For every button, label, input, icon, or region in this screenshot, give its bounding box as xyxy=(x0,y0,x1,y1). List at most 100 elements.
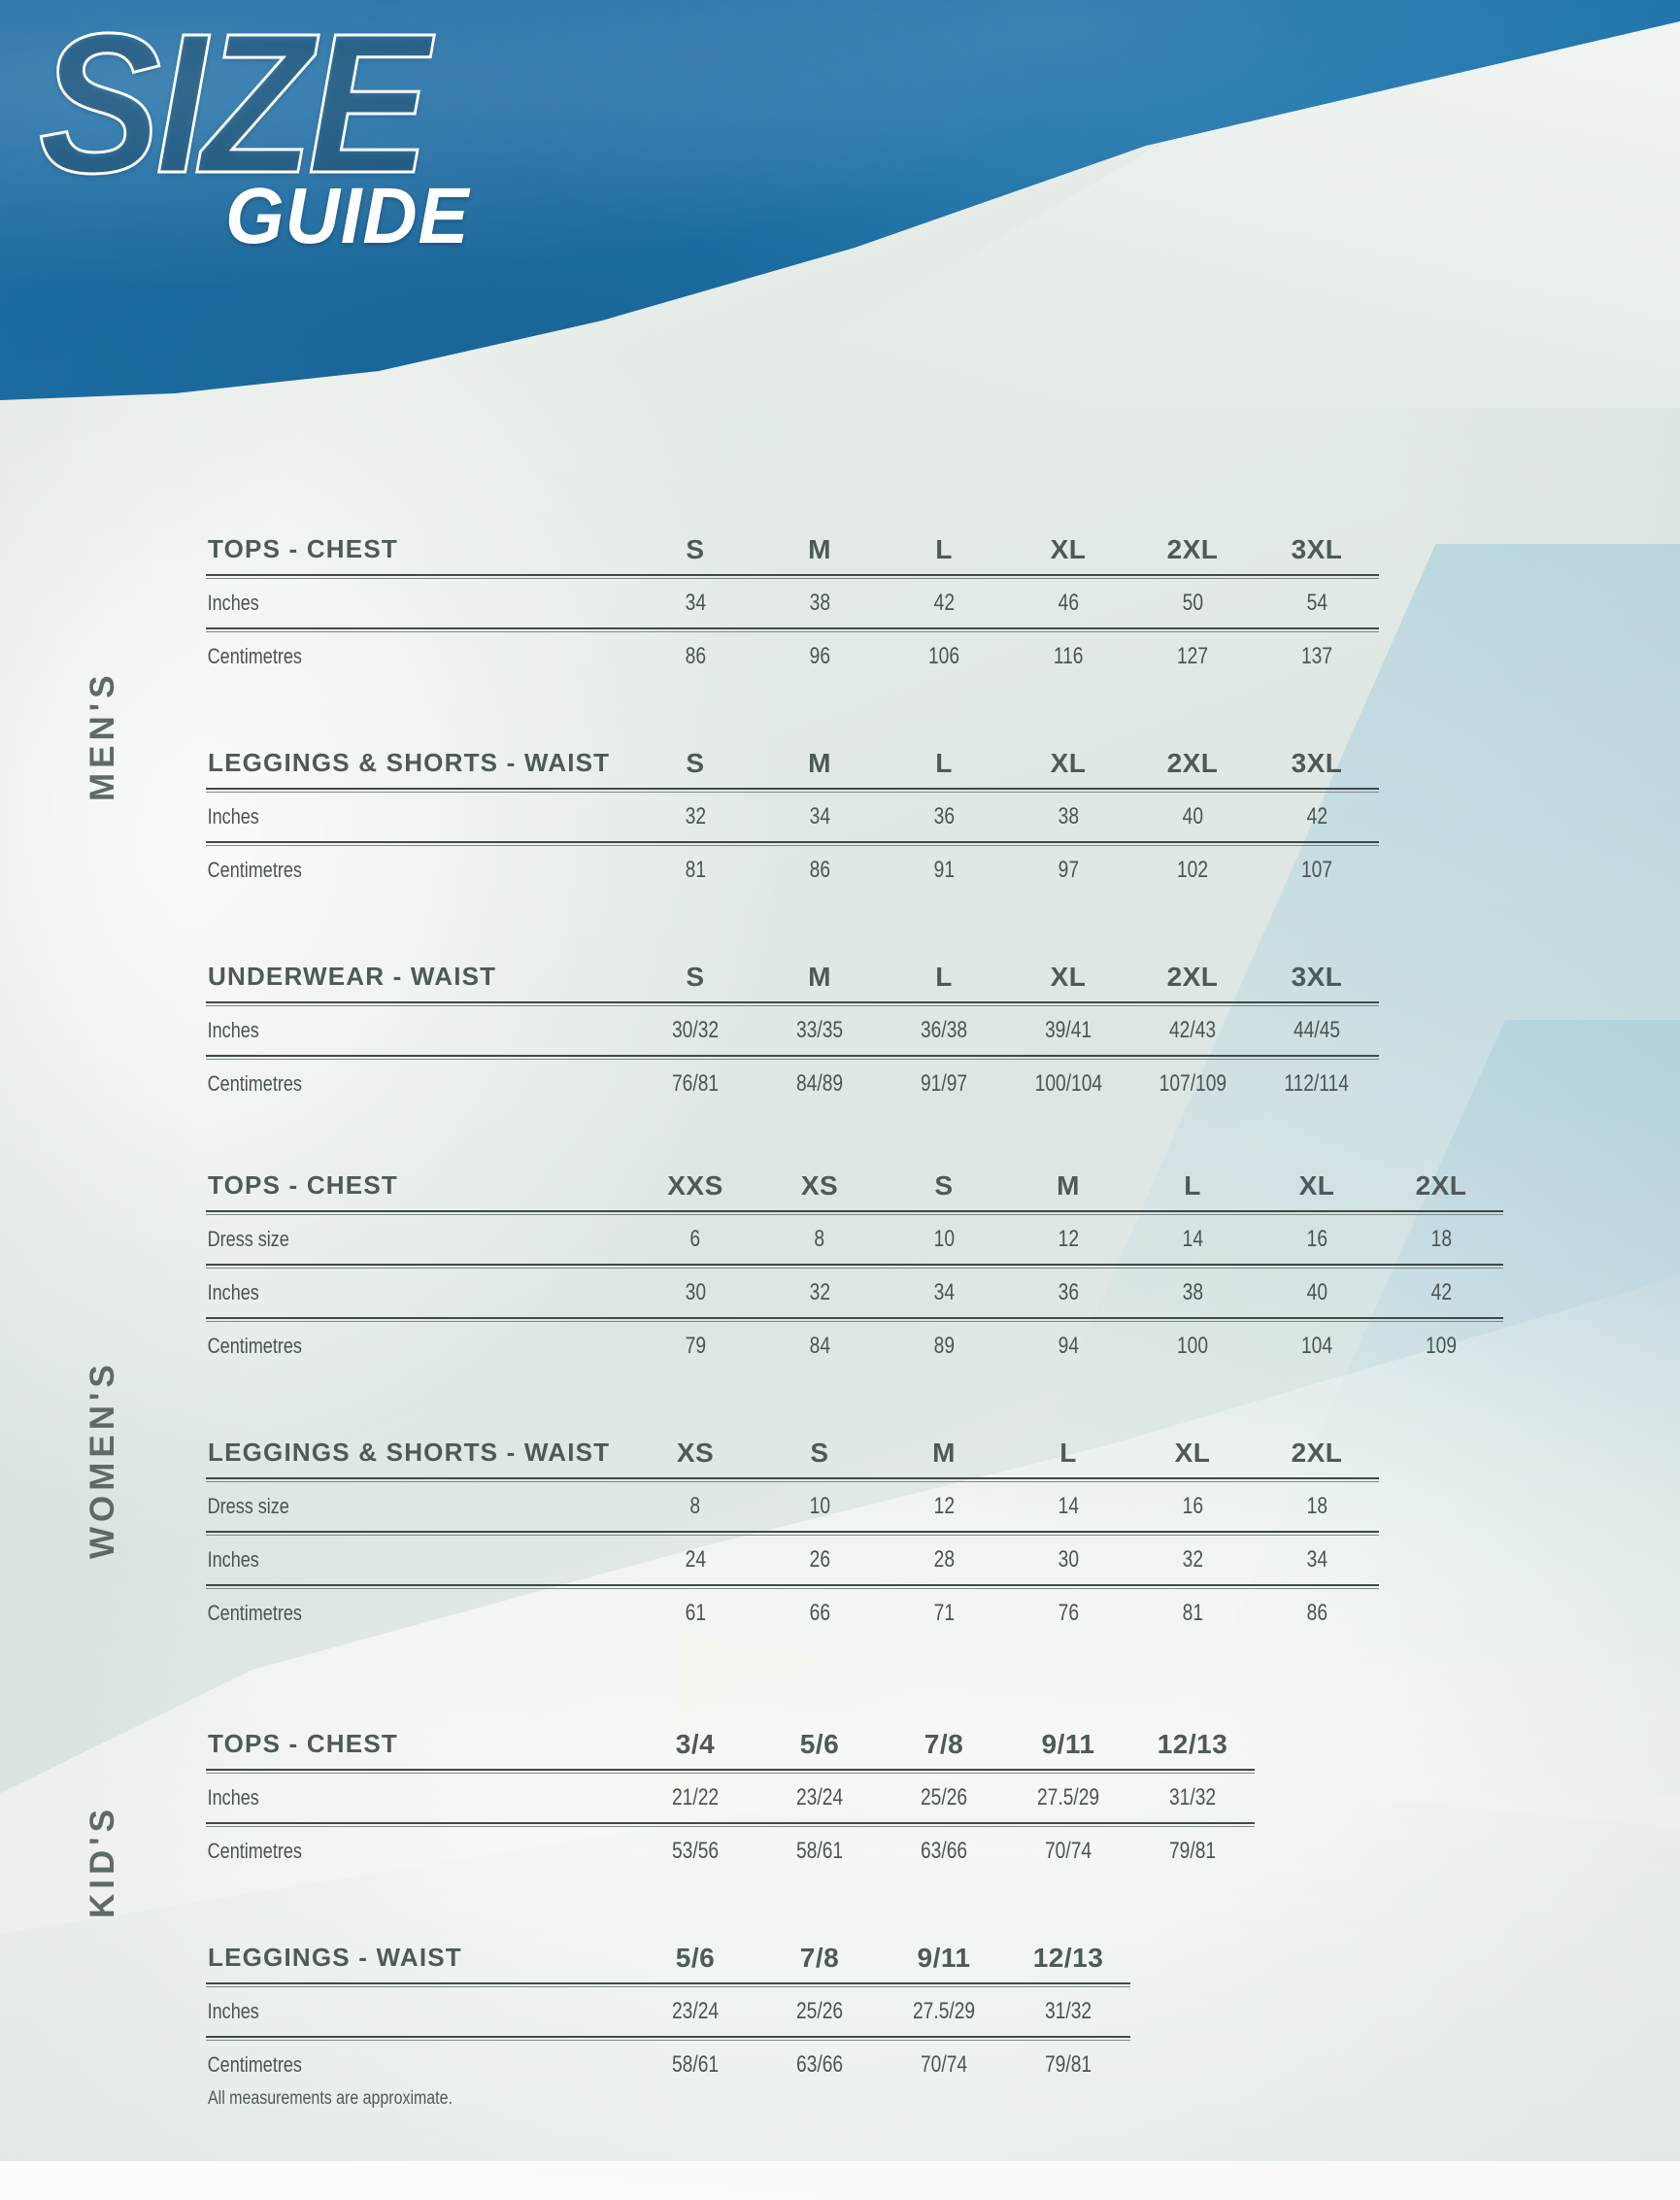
cell-value: 63/66 xyxy=(795,2051,844,2079)
table-kids-leggings-waist: LEGGINGS - WAIST 5/6 7/8 9/11 12/13 Inch… xyxy=(206,1933,1130,2090)
cell-value: 30 xyxy=(1058,1545,1079,1573)
table-title: LEGGINGS & SHORTS - WAIST xyxy=(208,1438,611,1467)
cell-value: 16 xyxy=(1182,1492,1203,1519)
row-divider xyxy=(206,1769,1255,1774)
table-header-row: TOPS - CHEST 3/4 5/6 7/8 9/11 12/13 xyxy=(206,1719,1255,1770)
page-header: SIZE GUIDE xyxy=(0,0,1680,427)
row-label: Centimetres xyxy=(207,1071,302,1097)
row-divider xyxy=(206,1264,1503,1269)
cell-value: 23/24 xyxy=(795,1783,844,1811)
tables-kids: TOPS - CHEST 3/4 5/6 7/8 9/11 12/13 Inch… xyxy=(206,1719,1663,2090)
row-label: Inches xyxy=(207,1998,259,2023)
cell-value: 28 xyxy=(933,1545,955,1573)
size-guide-logo: SIZE GUIDE xyxy=(38,3,563,295)
row-label: Inches xyxy=(207,1546,259,1572)
cell-value: 94 xyxy=(1058,1333,1079,1360)
row-divider xyxy=(206,1001,1379,1006)
table-row: Dress size 8 10 12 14 16 18 xyxy=(206,1481,1379,1532)
size-header: 12/13 xyxy=(1157,1728,1228,1759)
table-header-row: TOPS - CHEST S M L XL 2XL 3XL xyxy=(206,525,1379,575)
size-header: 2XL xyxy=(1166,961,1219,992)
cell-value: 107/109 xyxy=(1159,1070,1226,1098)
table-title: TOPS - CHEST xyxy=(208,1170,398,1200)
table-mens-underwear-waist: UNDERWEAR - WAIST S M L XL 2XL 3XL Inche… xyxy=(206,952,1379,1109)
size-header: 7/8 xyxy=(924,1728,964,1759)
logo-word-guide: GUIDE xyxy=(225,172,470,260)
size-header: 3XL xyxy=(1291,533,1343,564)
cell-value: 8 xyxy=(689,1492,701,1519)
cell-value: 32 xyxy=(685,802,706,829)
size-header: M xyxy=(808,533,831,564)
table-row: Inches 21/22 23/24 25/26 27.5/29 31/32 xyxy=(206,1773,1255,1823)
cell-value: 106 xyxy=(927,643,960,670)
cell-value: 104 xyxy=(1300,1333,1333,1360)
cell-value: 36 xyxy=(933,802,955,829)
size-header: XL xyxy=(1050,533,1087,564)
cell-value: 14 xyxy=(1058,1492,1079,1519)
cell-value: 27.5/29 xyxy=(912,1997,976,2024)
table-title: TOPS - CHEST xyxy=(208,534,398,563)
cell-value: 66 xyxy=(809,1600,830,1627)
table-title: UNDERWEAR - WAIST xyxy=(208,962,497,991)
cell-value: 84 xyxy=(809,1333,830,1360)
row-divider xyxy=(206,2036,1130,2041)
size-header: M xyxy=(808,961,831,992)
table-row: Centimetres 81 86 91 97 102 107 xyxy=(206,845,1379,896)
cell-value: 18 xyxy=(1430,1225,1452,1252)
table-header-row: UNDERWEAR - WAIST S M L XL 2XL 3XL xyxy=(206,952,1379,1002)
cell-value: 79 xyxy=(685,1333,706,1360)
cell-value: 6 xyxy=(689,1225,701,1252)
table-header-row: LEGGINGS & SHORTS - WAIST XS S M L XL 2X… xyxy=(206,1428,1379,1478)
size-header: 2XL xyxy=(1415,1169,1467,1201)
cell-value: 42 xyxy=(1306,802,1327,829)
table-row: Inches 30/32 33/35 36/38 39/41 42/43 44/… xyxy=(206,1005,1379,1056)
table-title: LEGGINGS - WAIST xyxy=(208,1943,462,1972)
cell-value: 53/56 xyxy=(671,1838,720,1865)
cell-value: 79/81 xyxy=(1044,2051,1092,2079)
cell-value: 38 xyxy=(1058,802,1079,829)
table-row: Inches 24 26 28 30 32 34 xyxy=(206,1535,1379,1585)
cell-value: 84/89 xyxy=(795,1070,844,1098)
cell-value: 16 xyxy=(1306,1225,1327,1252)
size-header: 12/13 xyxy=(1032,1942,1104,1973)
cell-value: 14 xyxy=(1182,1225,1203,1252)
row-label: Centimetres xyxy=(207,1601,302,1626)
cell-value: 32 xyxy=(1182,1545,1203,1573)
row-divider xyxy=(206,1982,1130,1987)
table-row: Centimetres 79 84 89 94 100 104 109 xyxy=(206,1321,1503,1371)
cell-value: 21/22 xyxy=(671,1783,720,1811)
gender-label-kids: KID'S xyxy=(84,1805,121,1918)
cell-value: 54 xyxy=(1306,589,1327,616)
cell-value: 36/38 xyxy=(920,1016,968,1043)
cell-value: 36 xyxy=(1058,1278,1079,1305)
tables-mens: TOPS - CHEST S M L XL 2XL 3XL Inches 34 … xyxy=(206,525,1663,1109)
table-womens-leggings-shorts-waist: LEGGINGS & SHORTS - WAIST XS S M L XL 2X… xyxy=(206,1428,1379,1639)
cell-value: 18 xyxy=(1306,1492,1327,1519)
size-header: XL xyxy=(1174,1437,1211,1468)
cell-value: 34 xyxy=(1306,1545,1327,1573)
table-mens-tops-chest: TOPS - CHEST S M L XL 2XL 3XL Inches 34 … xyxy=(206,525,1379,682)
cell-value: 86 xyxy=(809,857,830,884)
table-row: Centimetres 58/61 63/66 70/74 79/81 xyxy=(206,2040,1130,2090)
table-row: Centimetres 53/56 58/61 63/66 70/74 79/8… xyxy=(206,1826,1255,1877)
size-header: L xyxy=(935,533,953,564)
table-row: Dress size 6 8 10 12 14 16 18 xyxy=(206,1214,1503,1265)
cell-value: 25/26 xyxy=(795,1997,844,2024)
row-divider xyxy=(206,1584,1379,1589)
cell-value: 96 xyxy=(809,643,830,670)
cell-value: 79/81 xyxy=(1168,1838,1217,1865)
row-label: Inches xyxy=(207,590,259,615)
size-header: 2XL xyxy=(1166,533,1219,564)
row-label: Centimetres xyxy=(207,1334,302,1359)
cell-value: 137 xyxy=(1300,643,1333,670)
cell-value: 91 xyxy=(933,857,955,884)
cell-value: 44/45 xyxy=(1293,1016,1341,1043)
row-divider xyxy=(206,1531,1379,1536)
row-label: Dress size xyxy=(207,1226,289,1251)
size-header: M xyxy=(1057,1169,1080,1201)
size-header: 2XL xyxy=(1166,747,1219,778)
table-womens-tops-chest: TOPS - CHEST XXS XS S M L XL 2XL Dress s… xyxy=(206,1161,1503,1371)
size-header: S xyxy=(934,1169,954,1201)
row-label: Inches xyxy=(207,1279,259,1304)
cell-value: 63/66 xyxy=(920,1838,968,1865)
